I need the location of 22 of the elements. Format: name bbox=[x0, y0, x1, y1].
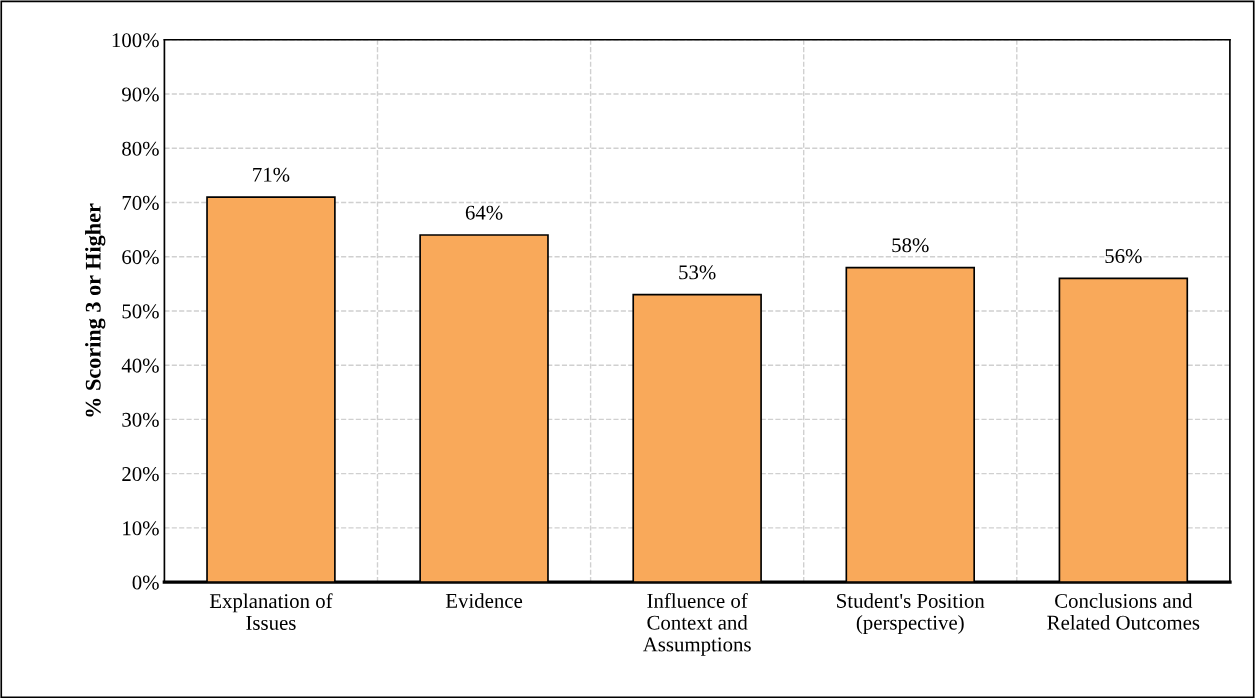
y-tick-label: 10% bbox=[123, 521, 159, 536]
data-label: 56% bbox=[1105, 249, 1142, 264]
data-label: 58% bbox=[892, 238, 929, 253]
x-tick-label: Explanation of Issues bbox=[209, 593, 333, 630]
y-tick-label: 20% bbox=[122, 467, 159, 482]
data-label: 64% bbox=[465, 205, 503, 220]
y-tick-label: 0% bbox=[132, 575, 159, 590]
y-tick-label: 30% bbox=[122, 412, 159, 427]
x-tick-label: Student's Position (perspective) bbox=[837, 593, 985, 634]
y-tick-label: 90% bbox=[122, 87, 159, 102]
x-tick-label: Evidence bbox=[445, 593, 523, 608]
y-tick-label: 50% bbox=[122, 304, 159, 319]
y-tick-label: 100% bbox=[112, 33, 159, 48]
y-tick-label: 40% bbox=[121, 358, 159, 373]
y-tick-label: 70% bbox=[122, 195, 159, 210]
y-tick-label: 60% bbox=[122, 250, 159, 265]
x-tick-label: Conclusions and Related Outcomes bbox=[1047, 593, 1200, 630]
data-label: 71% bbox=[253, 167, 290, 182]
data-label: 53% bbox=[679, 265, 716, 280]
y-axis-title: % Scoring 3 or Higher bbox=[85, 203, 106, 417]
y-tick-label: 80% bbox=[122, 141, 159, 156]
x-tick-label: Influence of Context and Assumptions bbox=[642, 593, 751, 656]
